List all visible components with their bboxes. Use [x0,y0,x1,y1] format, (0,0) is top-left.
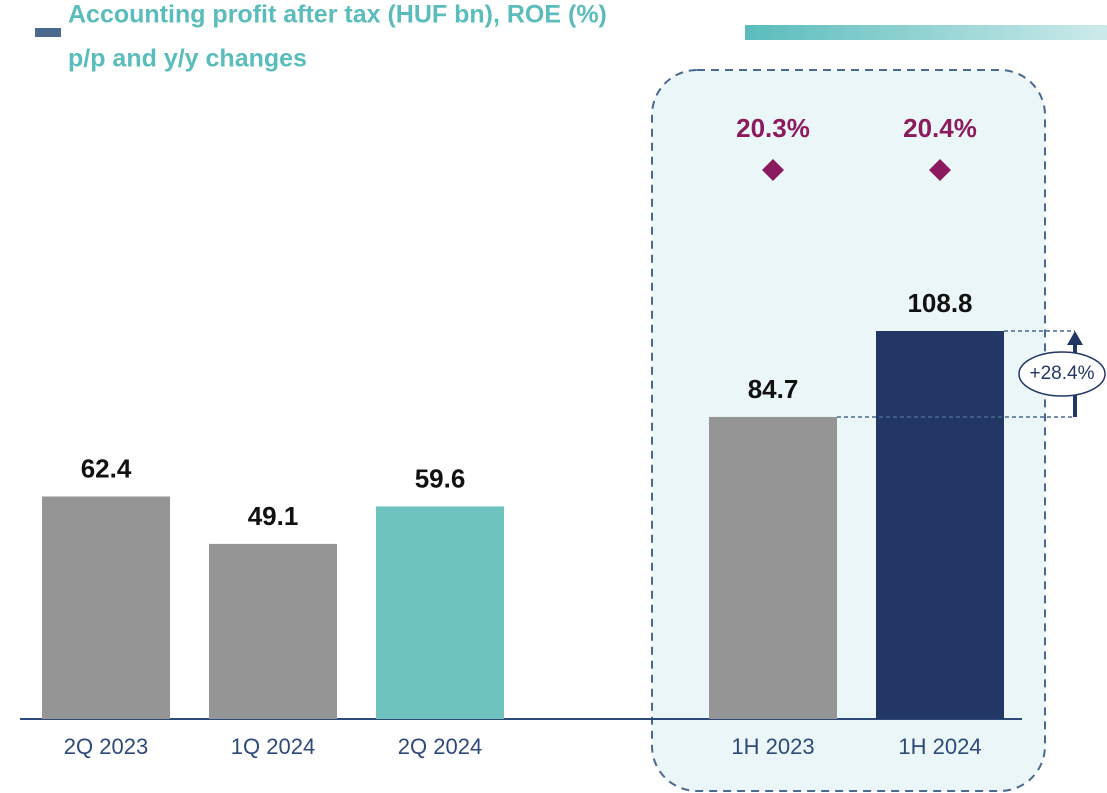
roe-label: 20.4% [903,113,977,143]
bar [209,543,337,719]
x-tick-label: 1H 2024 [898,734,981,759]
change-badge [1018,351,1106,397]
x-tick-label: 1H 2023 [731,734,814,759]
header-marker [35,28,61,37]
value-label: 62.4 [81,453,132,483]
x-tick-label: 2Q 2023 [64,734,148,759]
chart-title: Accounting profit after tax (HUF bn), RO… [68,1,607,29]
value-label: 84.7 [748,374,799,404]
bar [709,416,837,719]
x-tick-label: 1Q 2024 [231,734,315,759]
value-label: 59.6 [415,463,466,493]
roe-marker [762,159,784,181]
header-bar [745,25,1107,40]
value-label: 49.1 [248,501,299,531]
change-arrowhead [1067,331,1083,345]
roe-marker [929,159,951,181]
bar [876,331,1004,719]
chart-subtitle: p/p and y/y changes [68,45,307,73]
x-tick-label: 2Q 2024 [398,734,482,759]
change-label: +28.4% [1030,363,1095,384]
roe-label: 20.3% [736,113,810,143]
value-label: 108.8 [907,288,972,318]
bar [42,496,170,719]
bar [376,506,504,719]
